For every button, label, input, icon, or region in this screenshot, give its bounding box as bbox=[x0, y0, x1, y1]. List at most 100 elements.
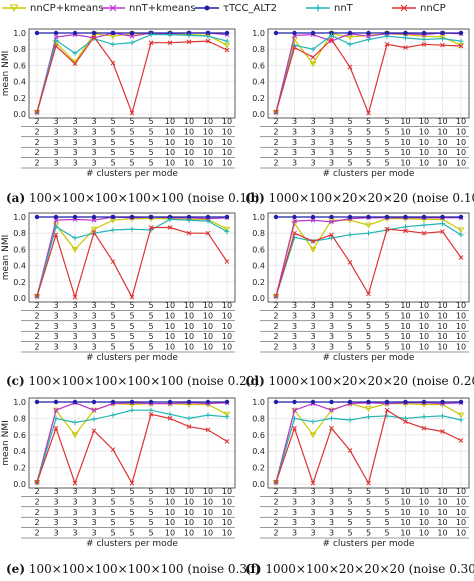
data-point-nnt bbox=[72, 235, 78, 241]
data-point-ttcc bbox=[366, 214, 371, 220]
x-tick-label: 2 bbox=[273, 159, 278, 168]
data-point-ttcc bbox=[403, 30, 408, 36]
x-tick-label: 5 bbox=[384, 343, 389, 352]
data-point-nnt bbox=[403, 224, 408, 230]
data-point-nncp bbox=[273, 294, 279, 299]
data-point-ttcc bbox=[224, 30, 230, 36]
x-tick-label: 5 bbox=[347, 159, 352, 168]
data-point-nncp bbox=[384, 407, 390, 413]
x-tick-label: 10 bbox=[184, 497, 194, 506]
data-point-ttcc bbox=[91, 399, 97, 405]
data-point-nnt bbox=[421, 222, 427, 228]
data-point-nncp-kmeans bbox=[223, 411, 231, 418]
x-tick-label: 10 bbox=[437, 301, 447, 310]
x-tick-label: 5 bbox=[110, 529, 115, 538]
data-point-nncp bbox=[403, 419, 408, 425]
x-tick-label: 2 bbox=[34, 343, 39, 352]
data-point-ttcc bbox=[366, 30, 371, 36]
data-point-nnt bbox=[110, 41, 116, 47]
x-tick-label: 3 bbox=[53, 322, 58, 331]
x-tick-label: 5 bbox=[384, 497, 389, 506]
data-point-ttcc bbox=[129, 399, 135, 405]
x-axis-label: # clusters per mode bbox=[323, 539, 415, 549]
x-tick-label: 10 bbox=[203, 518, 213, 527]
x-tick-label: 3 bbox=[310, 138, 315, 147]
data-point-nncp bbox=[403, 228, 408, 234]
x-tick-label: 5 bbox=[384, 332, 389, 341]
x-tick-label: 5 bbox=[129, 117, 134, 126]
x-tick-label: 3 bbox=[292, 148, 297, 157]
x-tick-label: 10 bbox=[437, 117, 447, 126]
x-tick-label: 10 bbox=[184, 159, 194, 168]
x-tick-label: 5 bbox=[366, 529, 371, 538]
data-point-nnt bbox=[53, 37, 59, 43]
plot-frame bbox=[28, 28, 236, 119]
data-point-ttcc bbox=[292, 30, 297, 36]
data-point-nncp bbox=[310, 480, 316, 486]
x-tick-label: 5 bbox=[129, 508, 134, 517]
data-point-nncp bbox=[34, 480, 40, 485]
x-tick-label: 5 bbox=[366, 311, 371, 320]
x-tick-label: 2 bbox=[273, 311, 278, 320]
x-tick-label: 2 bbox=[34, 311, 39, 320]
x-tick-label: 10 bbox=[400, 343, 410, 352]
x-tick-label: 5 bbox=[347, 127, 352, 136]
y-tick-label: 1.0 bbox=[252, 213, 265, 222]
y-tick-label: 0.6 bbox=[252, 61, 265, 70]
x-tick-label: 10 bbox=[165, 508, 175, 517]
data-point-nncp bbox=[167, 416, 173, 421]
x-tick-label: 3 bbox=[329, 529, 334, 538]
data-point-ttcc bbox=[347, 214, 353, 220]
data-point-ttcc bbox=[186, 214, 192, 220]
x-tick-label: 10 bbox=[419, 301, 429, 310]
x-tick-label: 5 bbox=[110, 518, 115, 527]
x-tick-label: 3 bbox=[292, 127, 297, 136]
data-point-ttcc bbox=[205, 399, 211, 405]
data-point-nnt bbox=[403, 415, 408, 421]
data-point-nnt bbox=[347, 417, 353, 423]
data-point-nnt bbox=[148, 32, 154, 38]
data-point-ttcc bbox=[273, 214, 279, 220]
x-tick-label: 5 bbox=[148, 138, 153, 147]
x-tick-label: 10 bbox=[400, 518, 410, 527]
x-tick-label: 5 bbox=[366, 332, 371, 341]
data-point-nnt bbox=[110, 227, 116, 233]
x-tick-label: 5 bbox=[129, 529, 134, 538]
caption-f: (f) 1000×100×20×20×20 (noise 0.30) bbox=[245, 562, 474, 576]
data-point-nnt bbox=[224, 414, 230, 420]
x-tick-label: 3 bbox=[329, 332, 334, 341]
data-point-ttcc bbox=[384, 30, 390, 36]
x-tick-label: 2 bbox=[34, 148, 39, 157]
data-point-nnt bbox=[129, 226, 135, 232]
x-tick-label: 10 bbox=[419, 322, 429, 331]
x-tick-label: 5 bbox=[347, 343, 352, 352]
x-tick-label: 10 bbox=[400, 311, 410, 320]
data-point-nnt bbox=[384, 33, 390, 39]
x-tick-label: 10 bbox=[203, 508, 213, 517]
data-point-ttcc bbox=[347, 399, 353, 405]
x-tick-label: 10 bbox=[456, 159, 466, 168]
data-point-nncp bbox=[53, 43, 59, 49]
y-tick-label: 0.0 bbox=[252, 294, 265, 303]
y-tick-label: 0.0 bbox=[252, 480, 265, 489]
x-tick-label: 10 bbox=[203, 127, 213, 136]
data-point-nnt-kmeans bbox=[91, 407, 97, 413]
x-tick-label: 10 bbox=[419, 117, 429, 126]
data-point-ttcc bbox=[403, 399, 408, 405]
data-point-nncp bbox=[366, 291, 371, 297]
plot-frame bbox=[28, 397, 236, 489]
x-tick-label: 3 bbox=[91, 497, 96, 506]
x-tick-label: 10 bbox=[222, 138, 232, 147]
x-tick-label: 5 bbox=[129, 127, 134, 136]
data-point-ttcc bbox=[110, 214, 116, 220]
x-tick-label: 3 bbox=[292, 301, 297, 310]
x-tick-label: 3 bbox=[292, 518, 297, 527]
x-tick-label: 10 bbox=[222, 343, 232, 352]
x-tick-label: 5 bbox=[148, 508, 153, 517]
data-point-nncp-kmeans bbox=[457, 227, 465, 234]
x-tick-label: 5 bbox=[366, 322, 371, 331]
data-point-nnt bbox=[329, 32, 334, 38]
x-tick-label: 2 bbox=[273, 127, 278, 136]
data-point-nncp bbox=[72, 294, 78, 300]
